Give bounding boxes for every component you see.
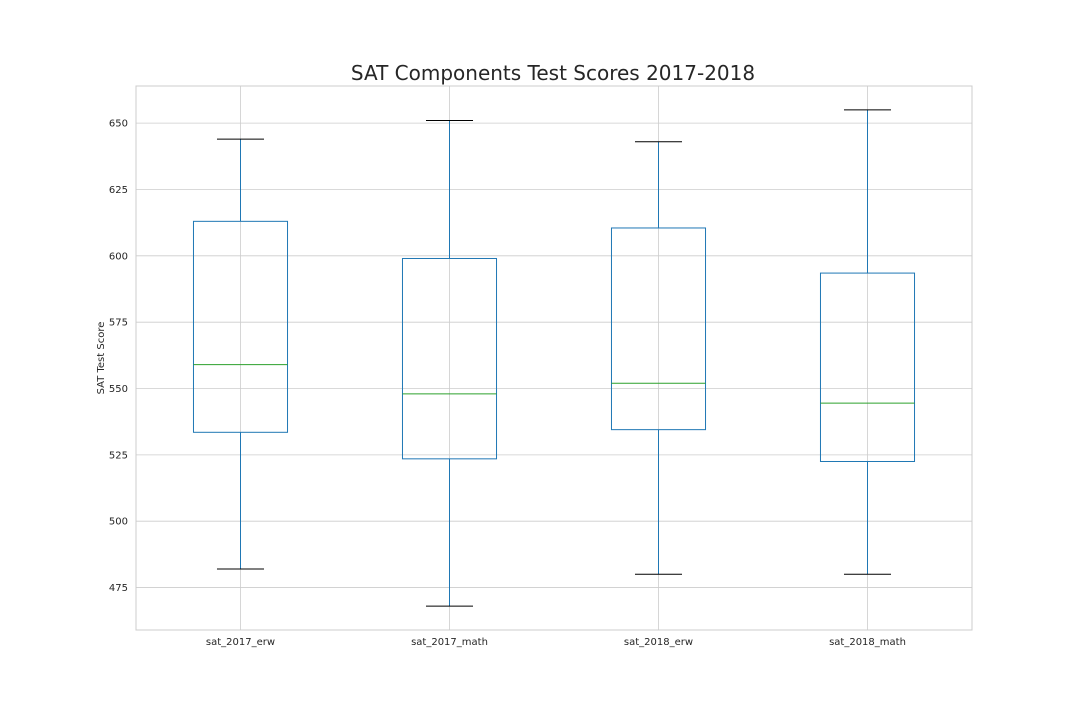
y-tick-label: 650 bbox=[109, 119, 128, 130]
y-tick-label: 550 bbox=[109, 384, 128, 395]
box bbox=[819, 272, 916, 462]
x-tick-label: sat_2018_erw bbox=[624, 637, 693, 648]
y-tick-label: 625 bbox=[109, 185, 128, 196]
x-tick-label: sat_2017_math bbox=[411, 637, 488, 648]
y-tick-label: 600 bbox=[109, 251, 128, 262]
plot-background bbox=[135, 85, 973, 631]
chart-title: SAT Components Test Scores 2017-2018 bbox=[351, 61, 755, 85]
x-tick-label: sat_2018_math bbox=[829, 637, 906, 648]
y-tick-label: 575 bbox=[109, 318, 128, 329]
plot-area: 475 500 525 550 575 600 625 650 sat_2017_erw sat_… bbox=[109, 85, 973, 648]
box bbox=[610, 227, 707, 431]
y-axis-label: SAT Test Score bbox=[96, 322, 107, 395]
x-tick-label: sat_2017_erw bbox=[206, 637, 275, 648]
y-tick-label: 525 bbox=[109, 450, 128, 461]
y-tick-label: 475 bbox=[109, 583, 128, 594]
box bbox=[192, 220, 289, 433]
box bbox=[401, 257, 498, 460]
y-tick-label: 500 bbox=[109, 517, 128, 528]
